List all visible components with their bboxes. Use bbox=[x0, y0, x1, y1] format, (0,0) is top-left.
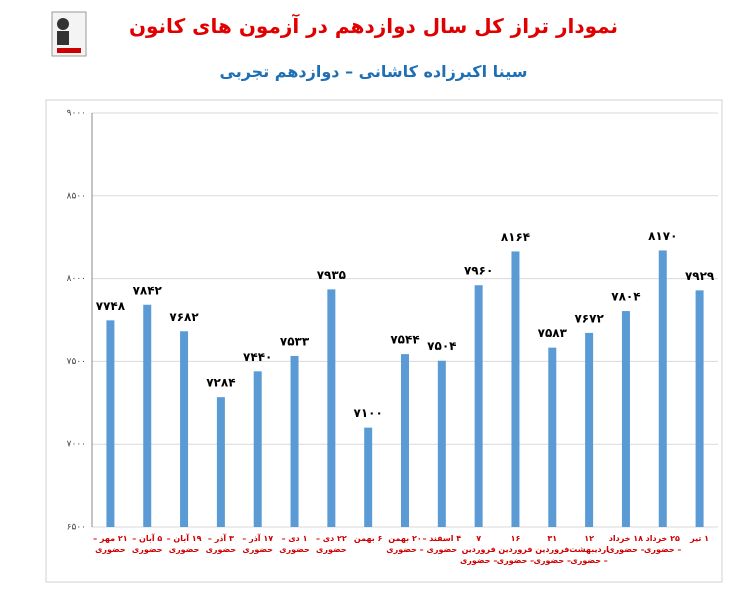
y-tick-label: ۷۰۰۰ bbox=[67, 440, 86, 450]
value-label: ۸۱۶۴ bbox=[501, 230, 530, 244]
value-label: ۷۵۸۳ bbox=[538, 326, 568, 340]
x-tick-label: ۴ اسفند – حضوری bbox=[422, 534, 462, 554]
x-tick-label: ۱۹ آبان – حضوری bbox=[166, 534, 202, 554]
bar bbox=[180, 331, 189, 527]
x-tick-label: ۲۱ مهر – حضوری bbox=[93, 534, 128, 554]
x-tick-label: ۷ فروردین – حضوری bbox=[459, 534, 498, 565]
x-tick-label: ۱۸ خرداد – حضوری bbox=[607, 534, 645, 554]
bar bbox=[143, 304, 152, 527]
bar bbox=[216, 397, 225, 527]
y-tick-label: ۸۰۰۰ bbox=[67, 274, 86, 284]
x-tick-label: ۶ بهمن bbox=[353, 534, 383, 543]
bar bbox=[327, 289, 336, 527]
bar bbox=[658, 250, 667, 527]
bar bbox=[106, 320, 115, 527]
bar bbox=[511, 251, 520, 528]
chart-title: نمودار تراز کل سال دوازدهم در آزمون های … bbox=[128, 14, 619, 38]
chart-subtitle: سینا اکبرزاده کاشانی – دوازدهم تجربی bbox=[219, 62, 528, 81]
value-label: ۷۹۳۵ bbox=[317, 268, 346, 282]
bar bbox=[695, 290, 704, 527]
value-label: ۷۸۴۲ bbox=[133, 283, 163, 297]
x-tick-label: ۵ آبان – حضوری bbox=[131, 534, 163, 554]
bar bbox=[290, 355, 299, 527]
value-label: ۷۶۸۲ bbox=[169, 310, 199, 324]
x-tick-label: ۱ تیر bbox=[690, 534, 710, 543]
x-tick-label: ۱۲ اردیبهشت – حضوری bbox=[569, 534, 609, 565]
bar bbox=[548, 347, 557, 527]
bar bbox=[585, 332, 594, 527]
x-tick-label: ۱۶ فروردین – حضوری bbox=[496, 534, 535, 565]
x-tick-label: ۲۵ خرداد – حضوری bbox=[644, 534, 682, 554]
value-label: ۷۶۷۲ bbox=[574, 311, 604, 325]
x-tick-label: ۳۱ فروردین – حضوری bbox=[533, 534, 571, 565]
y-tick-label: ۶۵۰۰ bbox=[67, 523, 86, 533]
value-label: ۷۷۴۸ bbox=[96, 299, 126, 313]
y-tick-label: ۸۵۰۰ bbox=[67, 191, 86, 201]
x-tick-label: ۱ دی – حضوری bbox=[279, 534, 310, 554]
bar bbox=[401, 354, 409, 527]
value-label: ۷۵۴۴ bbox=[390, 333, 419, 347]
value-label: ۷۹۶۰ bbox=[464, 264, 493, 278]
y-tick-label: ۹۰۰۰ bbox=[67, 109, 86, 119]
y-tick-label: ۷۵۰۰ bbox=[67, 357, 86, 367]
chart-frame bbox=[45, 99, 723, 583]
bar bbox=[437, 360, 446, 527]
bar bbox=[474, 285, 483, 527]
x-tick-label: ۱۷ آذر – حضوری bbox=[242, 534, 274, 554]
bar bbox=[364, 427, 373, 527]
bar bbox=[621, 311, 630, 527]
x-tick-label: ۳ آذر – حضوری bbox=[205, 534, 237, 554]
value-label: ۷۵۳۳ bbox=[280, 334, 310, 348]
bar bbox=[253, 371, 262, 527]
value-label: ۷۹۲۹ bbox=[685, 269, 715, 283]
value-label: ۷۱۰۰ bbox=[354, 406, 383, 420]
x-tick-label: ۲۰ بهمن – حضوری bbox=[386, 534, 424, 554]
value-label: ۷۴۴۰ bbox=[243, 350, 272, 364]
value-label: ۷۲۸۴ bbox=[206, 376, 235, 390]
value-label: ۷۵۰۴ bbox=[427, 339, 456, 353]
value-label: ۷۸۰۴ bbox=[611, 290, 640, 304]
logo bbox=[51, 11, 87, 57]
value-label: ۸۱۷۰ bbox=[648, 229, 677, 243]
x-tick-label: ۲۲ دی – حضوری bbox=[315, 534, 347, 554]
